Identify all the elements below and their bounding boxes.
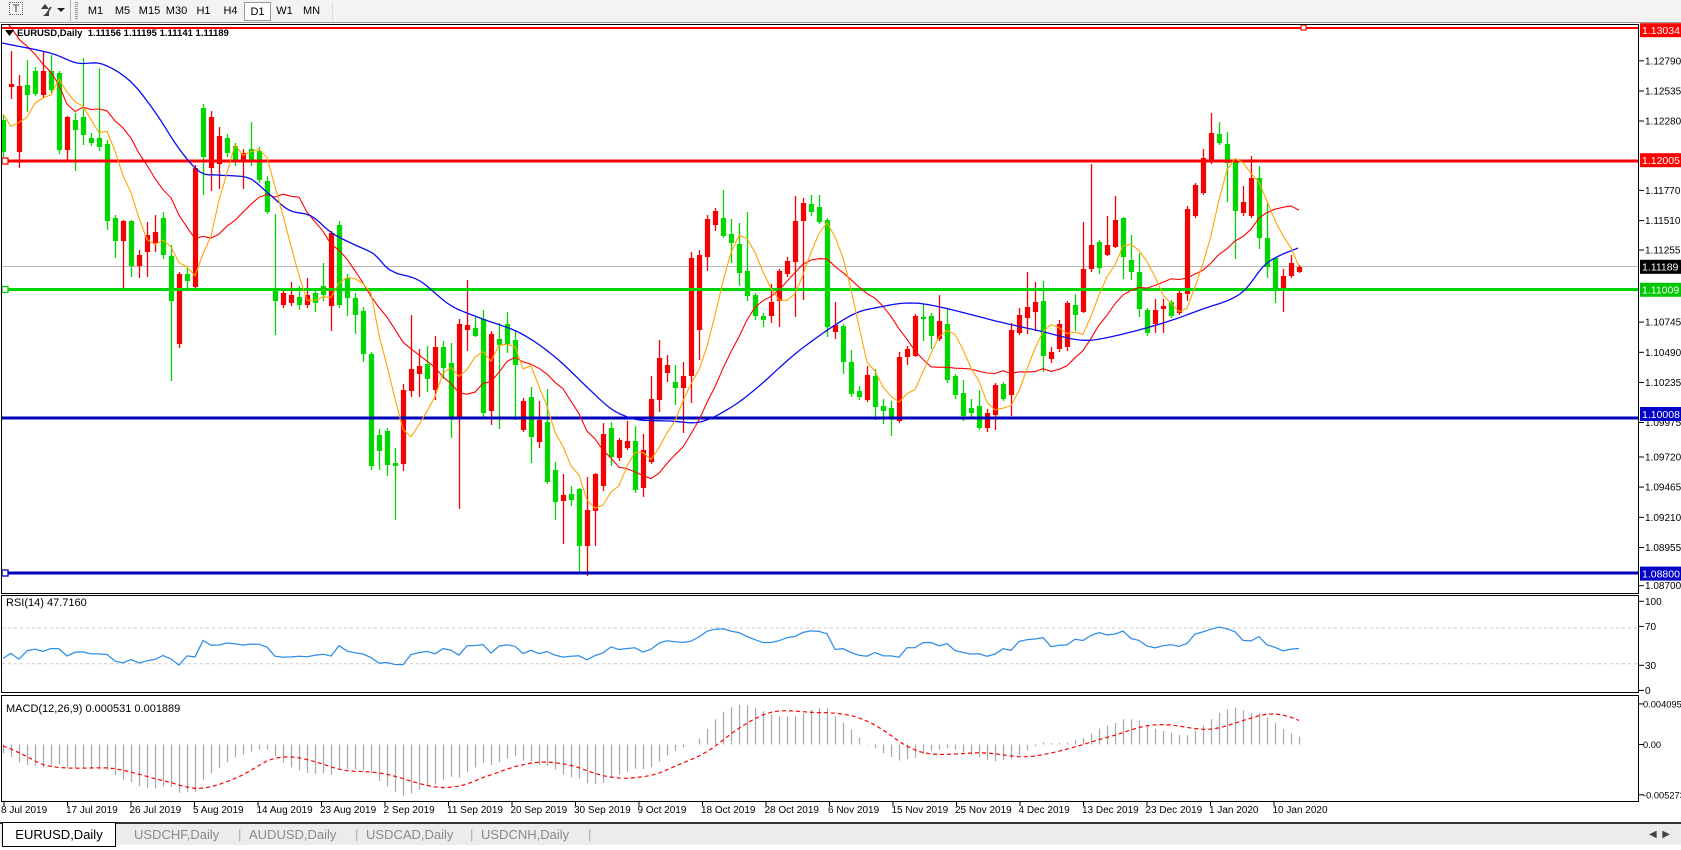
svg-text:1.13034: 1.13034: [1642, 25, 1680, 37]
svg-text:70: 70: [1645, 622, 1657, 633]
svg-text:RSI(14) 47.7160: RSI(14) 47.7160: [6, 597, 87, 609]
svg-text:1.10745: 1.10745: [1645, 318, 1681, 329]
svg-text:MACD(12,26,9) 0.000531 0.00188: MACD(12,26,9) 0.000531 0.001889: [6, 703, 180, 715]
svg-text:EURUSD,Daily 1.11156 1.11195: EURUSD,Daily 1.11156 1.11195 1.11141 1.1…: [17, 28, 229, 39]
svg-text:13 Dec 2019: 13 Dec 2019: [1082, 805, 1139, 816]
svg-text:1.11770: 1.11770: [1645, 186, 1681, 197]
svg-text:0.004095: 0.004095: [1643, 699, 1681, 709]
svg-text:11 Sep 2019: 11 Sep 2019: [447, 805, 503, 816]
svg-text:1.11255: 1.11255: [1645, 246, 1681, 257]
svg-text:30: 30: [1645, 661, 1657, 672]
svg-text:25 Nov 2019: 25 Nov 2019: [955, 805, 1012, 816]
svg-text:1.10490: 1.10490: [1645, 348, 1681, 359]
svg-text:1.12790: 1.12790: [1645, 56, 1681, 67]
svg-text:28 Oct 2019: 28 Oct 2019: [765, 805, 820, 816]
svg-text:20 Sep 2019: 20 Sep 2019: [511, 805, 568, 816]
svg-text:-0.005273: -0.005273: [1643, 790, 1681, 800]
svg-text:18 Oct 2019: 18 Oct 2019: [701, 805, 756, 816]
svg-text:1 Jan 2020: 1 Jan 2020: [1209, 805, 1259, 816]
svg-text:1.12535: 1.12535: [1645, 87, 1681, 98]
svg-text:1.08700: 1.08700: [1645, 581, 1681, 592]
svg-text:1.11009: 1.11009: [1642, 285, 1679, 297]
svg-text:1.09975: 1.09975: [1645, 418, 1681, 429]
svg-text:23 Dec 2019: 23 Dec 2019: [1146, 805, 1203, 816]
svg-text:4 Dec 2019: 4 Dec 2019: [1019, 805, 1071, 816]
svg-text:1.12280: 1.12280: [1645, 117, 1681, 128]
svg-text:8 Jul 2019: 8 Jul 2019: [1, 805, 48, 816]
svg-text:1.10235: 1.10235: [1645, 378, 1681, 389]
svg-text:100: 100: [1645, 597, 1662, 608]
svg-text:2 Sep 2019: 2 Sep 2019: [384, 805, 436, 816]
svg-text:1.11510: 1.11510: [1645, 216, 1681, 227]
svg-text:1.08800: 1.08800: [1642, 568, 1680, 580]
svg-text:17 Jul 2019: 17 Jul 2019: [66, 805, 118, 816]
svg-text:23 Aug 2019: 23 Aug 2019: [320, 805, 377, 816]
svg-text:26 Jul 2019: 26 Jul 2019: [130, 805, 182, 816]
svg-text:1.09465: 1.09465: [1645, 483, 1681, 494]
svg-text:1.09720: 1.09720: [1645, 453, 1681, 464]
svg-text:1.09210: 1.09210: [1645, 513, 1681, 524]
svg-text:1.11189: 1.11189: [1642, 262, 1679, 274]
svg-text:1.08955: 1.08955: [1645, 543, 1681, 554]
svg-text:6 Nov 2019: 6 Nov 2019: [828, 805, 880, 816]
svg-text:9 Oct 2019: 9 Oct 2019: [638, 805, 687, 816]
svg-text:1.10008: 1.10008: [1642, 409, 1680, 421]
svg-text:1.12005: 1.12005: [1642, 155, 1680, 167]
svg-text:0.00: 0.00: [1643, 740, 1661, 750]
svg-text:15 Nov 2019: 15 Nov 2019: [892, 805, 949, 816]
svg-text:10 Jan 2020: 10 Jan 2020: [1273, 805, 1328, 816]
svg-text:0: 0: [1645, 686, 1651, 697]
svg-text:14 Aug 2019: 14 Aug 2019: [257, 805, 314, 816]
svg-text:30 Sep 2019: 30 Sep 2019: [574, 805, 631, 816]
svg-text:5 Aug 2019: 5 Aug 2019: [193, 805, 244, 816]
